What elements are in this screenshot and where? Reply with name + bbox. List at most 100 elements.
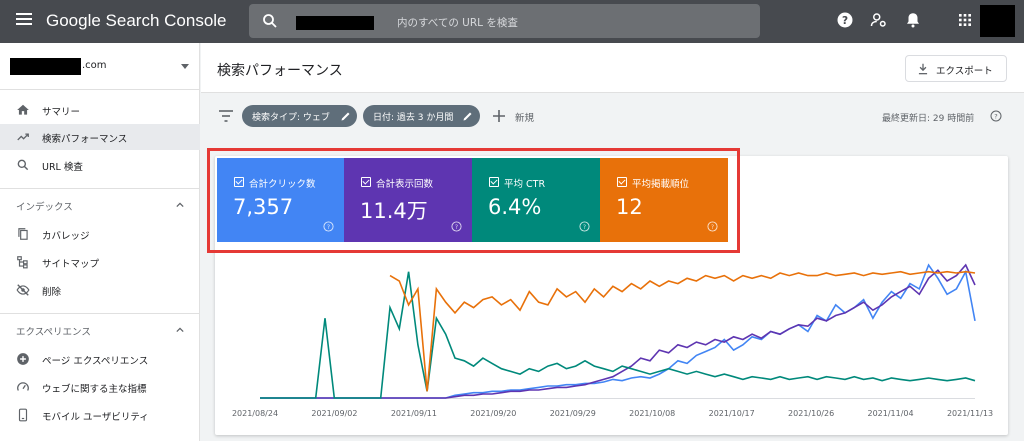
trending-up-icon	[17, 133, 29, 141]
series-line-2	[260, 271, 976, 399]
plus-icon	[493, 110, 505, 122]
help-icon[interactable]: ?	[836, 11, 854, 29]
home-icon	[17, 104, 29, 115]
divider	[0, 188, 200, 189]
metric-total-clicks[interactable]: 合計クリック数 7,357 ?	[217, 158, 344, 242]
checkbox-checked-icon	[361, 177, 371, 187]
metric-total-impressions[interactable]: 合計表示回数 11.4万 ?	[344, 158, 472, 242]
edit-icon	[341, 112, 350, 121]
section-title: エクスペリエンス	[16, 327, 91, 338]
last-updated-text: 最終更新日: 29 時間前	[882, 114, 975, 124]
help-outline-icon[interactable]: ?	[451, 221, 462, 232]
redacted-domain	[296, 16, 374, 30]
sidebar-item-sitemaps[interactable]: サイトマップ	[0, 249, 200, 275]
sidebar: .com サマリー 検索パフォーマンス URL 検査 インデックス カバレッジ …	[0, 43, 200, 441]
filter-bar: 検索タイプ: ウェブ 日付: 過去 3 か月間 新規 最終更新日: 29 時間前…	[201, 93, 1024, 139]
svg-text:?: ?	[583, 224, 586, 231]
search-icon	[17, 159, 29, 171]
search-icon	[263, 14, 277, 28]
account-avatar[interactable]	[980, 5, 1015, 37]
page-header: 検索パフォーマンス エクスポート	[201, 43, 1024, 93]
redacted-property	[10, 58, 81, 75]
performance-line-chart[interactable]: 2021/08/24 2021/09/02 2021/09/11 2021/09/20…	[215, 255, 1008, 435]
sidebar-item-core-web-vitals[interactable]: ウェブに関する主な指標	[0, 374, 200, 400]
svg-text:?: ?	[994, 113, 997, 121]
x-tick-label: 2021/09/11	[391, 409, 437, 418]
svg-text:?: ?	[455, 224, 458, 231]
url-inspect-search[interactable]	[249, 4, 760, 38]
download-icon	[918, 63, 928, 75]
speed-icon	[17, 382, 29, 391]
chip-label: 検索タイプ: ウェブ	[252, 113, 330, 123]
apps-grid-icon[interactable]	[956, 11, 974, 29]
filter-icon[interactable]	[218, 109, 234, 123]
smartphone-icon	[18, 408, 28, 422]
metric-label: 平均 CTR	[504, 179, 546, 190]
help-outline-icon[interactable]: ?	[707, 221, 718, 232]
file-copy-icon	[18, 228, 28, 240]
metric-average-position[interactable]: 平均掲載順位 12 ?	[600, 158, 728, 242]
search-type-chip[interactable]: 検索タイプ: ウェブ	[242, 105, 357, 127]
help-outline-icon[interactable]: ?	[323, 221, 334, 232]
sidebar-item-label: URL 検査	[42, 162, 83, 173]
date-range-chip[interactable]: 日付: 過去 3 か月間	[363, 105, 480, 127]
sidebar-item-label: ウェブに関する主な指標	[42, 384, 147, 395]
add-circle-icon	[17, 353, 29, 365]
help-outline-icon[interactable]: ?	[579, 221, 590, 232]
export-button[interactable]: エクスポート	[905, 55, 1007, 82]
checkbox-checked-icon	[617, 177, 627, 187]
sitemap-icon	[17, 256, 28, 269]
divider	[0, 313, 200, 314]
sidebar-item-label: ページ エクスペリエンス	[42, 356, 149, 367]
x-tick-label: 2021/10/17	[709, 409, 755, 418]
x-tick-label: 2021/11/04	[868, 409, 914, 418]
checkbox-checked-icon	[489, 177, 499, 187]
sidebar-item-label: サイトマップ	[42, 259, 100, 270]
search-input[interactable]	[397, 13, 747, 33]
sidebar-item-label: モバイル ユーザビリティ	[42, 412, 149, 423]
property-selector[interactable]: .com	[0, 43, 200, 89]
menu-icon[interactable]	[16, 13, 32, 25]
notifications-icon[interactable]	[904, 11, 922, 29]
sidebar-item-label: サマリー	[42, 107, 81, 118]
metric-label: 合計クリック数	[249, 179, 316, 190]
x-tick-label: 2021/09/02	[311, 409, 357, 418]
sidebar-item-label: 削除	[42, 287, 62, 298]
edit-icon	[463, 112, 472, 121]
caret-down-icon	[181, 64, 189, 69]
sidebar-item-label: カバレッジ	[42, 231, 90, 242]
metric-average-ctr[interactable]: 平均 CTR 6.4% ?	[472, 158, 600, 242]
sidebar-item-summary[interactable]: サマリー	[0, 97, 200, 123]
series-line-3	[389, 270, 976, 392]
manage-accounts-icon[interactable]	[870, 11, 888, 29]
sidebar-item-removals[interactable]: 削除	[0, 277, 200, 303]
section-experience-header[interactable]: エクスペリエンス	[0, 320, 200, 340]
app-logo[interactable]: Google Search Console	[46, 11, 227, 30]
sidebar-item-performance[interactable]: 検索パフォーマンス	[0, 124, 200, 150]
metric-label: 合計表示回数	[376, 179, 434, 190]
annotation-highlight-box	[207, 148, 740, 253]
x-tick-label: 2021/10/26	[788, 409, 834, 418]
help-outline-icon[interactable]: ?	[990, 110, 1002, 122]
chevron-up-icon	[176, 202, 184, 208]
metric-value: 6.4%	[488, 195, 542, 219]
section-index-header[interactable]: インデックス	[0, 195, 200, 215]
svg-text:?: ?	[327, 224, 330, 231]
sidebar-item-url-inspection[interactable]: URL 検査	[0, 152, 200, 178]
checkbox-checked-icon	[234, 177, 244, 187]
metric-label: 平均掲載順位	[632, 179, 690, 190]
section-title: インデックス	[16, 202, 73, 213]
export-label: エクスポート	[936, 66, 993, 77]
metric-value: 12	[616, 195, 643, 219]
visibility-off-icon	[16, 284, 30, 296]
svg-text:?: ?	[711, 224, 714, 231]
x-tick-label: 2021/08/24	[232, 409, 278, 418]
add-filter-label: 新規	[515, 113, 535, 124]
svg-text:?: ?	[842, 15, 848, 27]
sidebar-item-page-experience[interactable]: ページ エクスペリエンス	[0, 346, 200, 372]
sidebar-item-mobile-usability[interactable]: モバイル ユーザビリティ	[0, 402, 200, 428]
x-tick-label: 2021/10/08	[629, 409, 675, 418]
sidebar-item-coverage[interactable]: カバレッジ	[0, 221, 200, 247]
x-tick-label: 2021/11/13	[947, 409, 993, 418]
x-tick-label: 2021/09/20	[470, 409, 516, 418]
